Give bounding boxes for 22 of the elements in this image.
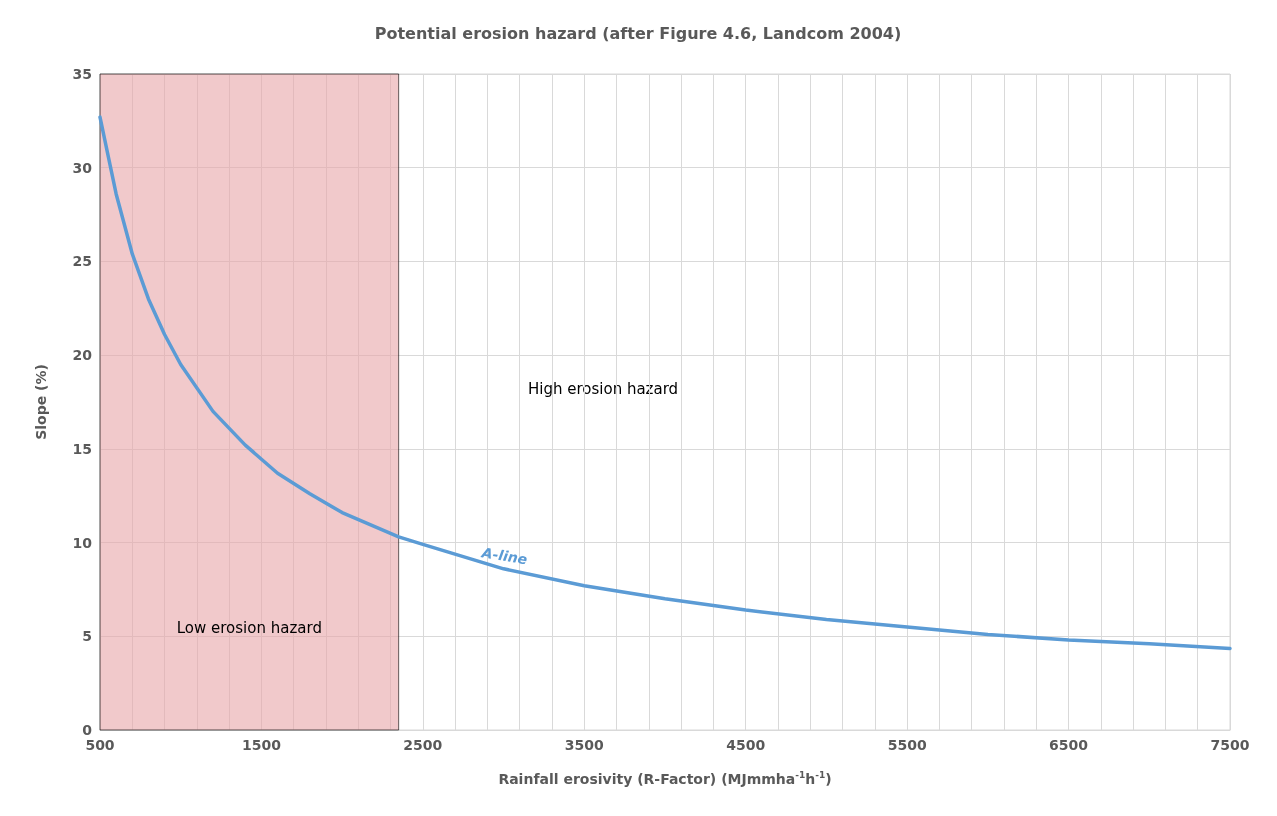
- y-tick-label: 30: [72, 159, 93, 176]
- x-tick-label: 4500: [726, 737, 766, 753]
- x-tick-label: 3500: [564, 737, 605, 753]
- y-axis-title: Slope (%): [33, 364, 49, 440]
- x-tick-label: 2500: [403, 737, 443, 753]
- y-tick-label: 15: [72, 440, 92, 457]
- line-series: [98, 115, 1232, 651]
- x-tick-label: 7500: [1210, 737, 1250, 753]
- y-tick-label: 0: [82, 722, 93, 738]
- x-tick-label: 1500: [241, 737, 282, 753]
- text: A-line: [479, 544, 529, 568]
- y-tick-label: 35: [72, 66, 92, 82]
- y-tick-label: 20: [72, 347, 93, 364]
- y-tick-label: 10: [72, 534, 93, 551]
- annotation: High erosion hazard: [528, 379, 679, 398]
- x-tick-label: 5500: [887, 737, 927, 753]
- band-label: Low erosion hazard: [176, 619, 322, 637]
- x-tick-label: 500: [85, 737, 115, 753]
- y-tick-label: 5: [82, 628, 92, 645]
- x-tick-label: 6500: [1049, 737, 1089, 753]
- chart-title: Potential erosion hazard (after Figure 4.6, Landcom 2004): [374, 23, 902, 43]
- y-tick-label: 25: [72, 253, 92, 270]
